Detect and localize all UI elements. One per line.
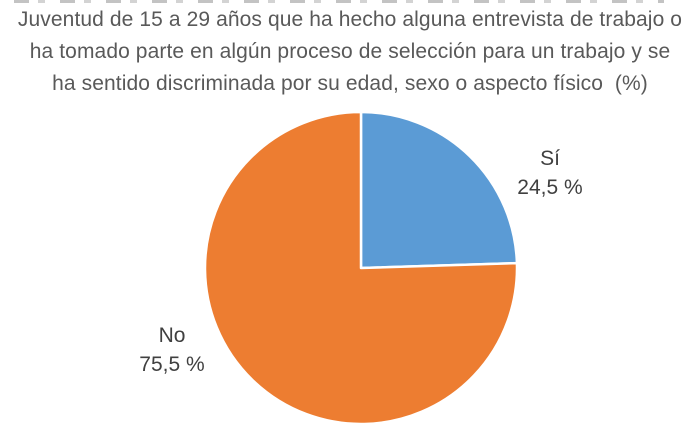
pie-slice-no [203,110,519,426]
pie-label-si: Sí 24,5 % [480,144,620,202]
pie-label-si-category: Sí [540,147,560,170]
pie-label-si-value: 24,5 % [517,176,583,199]
pie-chart [203,110,519,426]
pie-label-no: No 75,5 % [102,321,242,379]
chart-title-line-1: Juventud de 15 a 29 años que ha hecho al… [17,8,683,31]
chart-title-line-2: ha tomado parte en algún proceso de sele… [29,40,671,63]
chart-title-line-3: ha sentido discriminada por su edad, sex… [52,72,648,95]
chart-title: Juventud de 15 a 29 años que ha hecho al… [0,4,700,100]
cropped-text-artifact [14,0,664,3]
pie-label-no-value: 75,5 % [139,353,205,376]
pie-label-no-category: No [158,324,186,347]
pie-slice-si [359,110,519,270]
